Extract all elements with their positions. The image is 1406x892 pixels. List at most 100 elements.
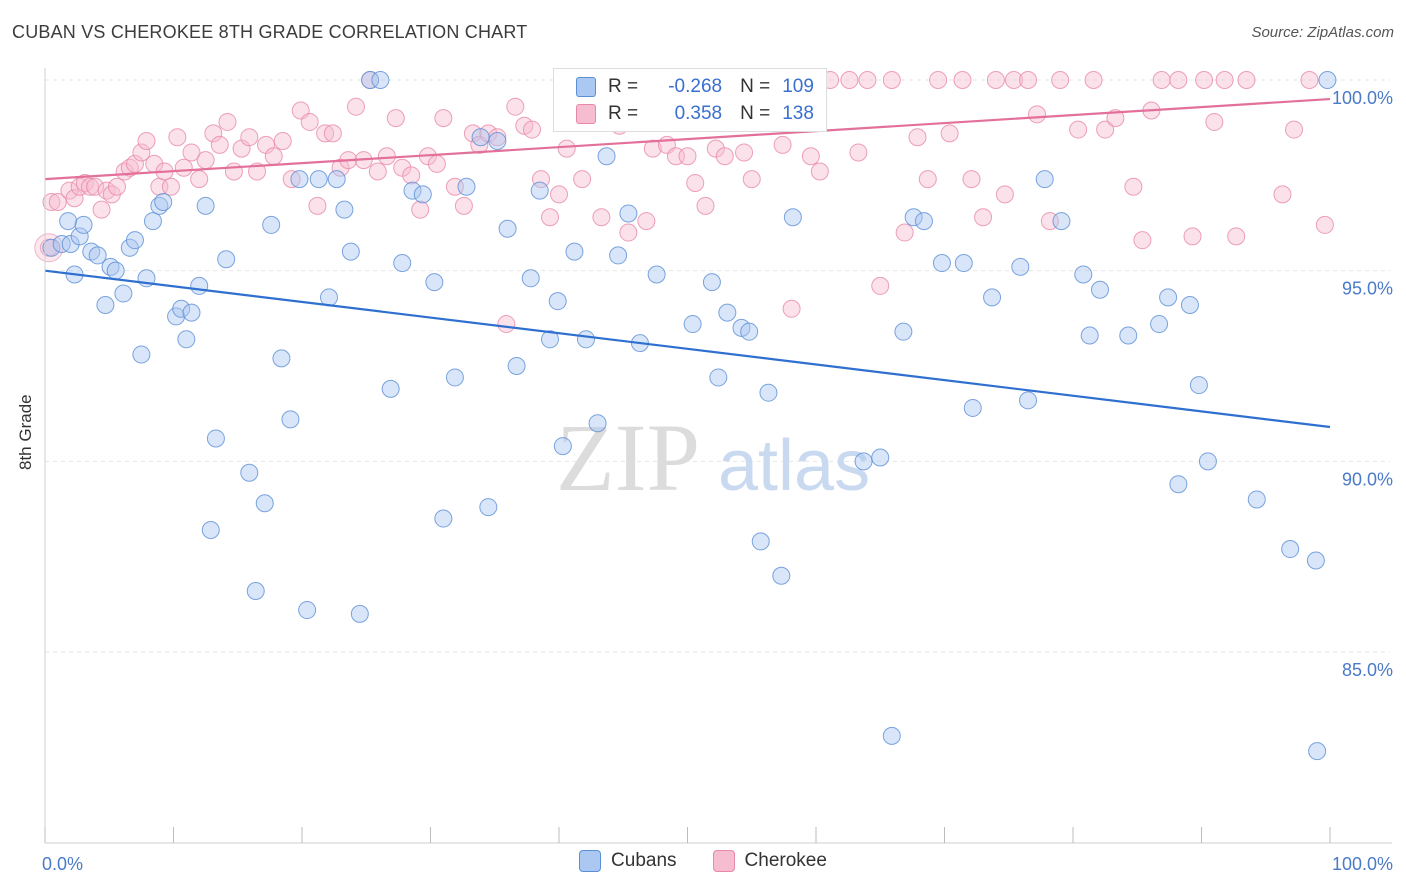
cherokee-point — [742, 170, 761, 189]
cherokee-point — [929, 71, 948, 89]
cubans-point — [240, 463, 259, 482]
cherokee-point — [619, 223, 638, 242]
cherokee-point — [706, 139, 725, 158]
cubans-point — [488, 132, 507, 151]
cherokee-point — [92, 200, 111, 219]
cubans-point — [1306, 551, 1325, 570]
cubans-point — [217, 250, 236, 269]
cherokee-point — [264, 147, 283, 166]
cubans-point — [1281, 540, 1300, 559]
cherokee-point — [1285, 120, 1304, 139]
cubans-point — [548, 292, 567, 311]
cubans-point — [1052, 212, 1071, 231]
cherokee-point — [686, 173, 705, 192]
cherokee-point — [782, 299, 801, 318]
cubans-point — [59, 212, 78, 231]
cherokee-point — [86, 177, 105, 196]
cubans-points — [42, 71, 1337, 761]
cubans-point — [255, 494, 274, 513]
cubans-point — [871, 448, 890, 467]
cherokee-point — [1227, 227, 1246, 246]
cherokee-point — [523, 120, 542, 139]
cubans-point — [983, 288, 1002, 307]
cubans-point — [106, 261, 125, 280]
y-tick-label: 95.0% — [1342, 279, 1393, 299]
cherokee-point — [871, 276, 890, 295]
cubans-point — [96, 295, 115, 314]
cubans-point — [335, 200, 354, 219]
cubans-point — [471, 128, 490, 147]
cubans-point — [647, 265, 666, 284]
cubans-point — [479, 498, 498, 517]
x-tick-label: 100.0% — [1332, 854, 1393, 874]
cherokee-point — [557, 139, 576, 158]
cubans-point — [1119, 326, 1138, 345]
cubans-point — [521, 269, 540, 288]
cubans-point — [576, 330, 595, 349]
cubans-point — [182, 303, 201, 322]
cherokee-point — [541, 208, 560, 227]
cubans-point — [932, 254, 951, 273]
cherokee-swatch — [712, 850, 735, 872]
cubans-point — [1189, 376, 1208, 395]
cherokee-point — [573, 170, 592, 189]
cubans-point — [125, 231, 144, 250]
cubans-point — [201, 520, 220, 539]
cubans-point — [530, 181, 549, 200]
cubans-point — [541, 330, 560, 349]
cherokee-point — [940, 124, 959, 143]
cubans-point — [190, 276, 209, 295]
cubans-point — [319, 288, 338, 307]
cherokee-point — [637, 212, 656, 231]
cherokee-point — [735, 143, 754, 162]
r-label: R = — [608, 103, 639, 124]
cubans-point — [683, 315, 702, 334]
n-label: N = — [740, 76, 771, 97]
cherokee-point — [1300, 71, 1319, 89]
cherokee-point — [323, 124, 342, 143]
cherokee-point — [204, 124, 223, 143]
cherokee-point — [182, 143, 201, 162]
tick-labels: 100.0% 95.0% 90.0% 85.0% 0.0% 100.0% — [42, 88, 1393, 874]
cherokee-point — [1028, 105, 1047, 124]
cherokee-point — [80, 177, 99, 196]
legend-row-cubans: R = -0.268 N = 109 — [576, 75, 814, 99]
cubans-point — [371, 71, 390, 89]
cherokee-point — [65, 189, 84, 208]
n-value-cherokee: 138 — [782, 103, 814, 124]
cubans-point — [507, 357, 526, 375]
cubans-point — [894, 322, 913, 341]
cherokee-point — [48, 193, 67, 212]
cubans-point — [262, 215, 281, 234]
cubans-point — [588, 414, 607, 433]
watermark-atlas: atlas — [718, 426, 870, 506]
cherokee-point — [506, 97, 525, 116]
cherokee-point — [316, 124, 335, 143]
legend-item-cubans[interactable]: Cubans — [579, 850, 677, 872]
cherokee-point — [1051, 71, 1070, 89]
legend-row-cherokee: R = 0.358 N = 138 — [576, 102, 814, 126]
cubans-point — [114, 284, 133, 303]
r-value-cherokee: 0.358 — [674, 103, 723, 124]
cherokee-point — [1152, 71, 1171, 89]
cherokee-point — [308, 196, 327, 215]
cherokee-point — [1084, 71, 1103, 89]
legend-item-cherokee[interactable]: Cherokee — [712, 850, 827, 872]
cubans-point — [772, 566, 791, 585]
cherokee-point — [346, 97, 365, 116]
cubans-point — [1150, 315, 1169, 334]
cubans-point — [1074, 265, 1093, 284]
cherokee-point — [218, 112, 237, 131]
cherokee-point — [411, 200, 430, 219]
cherokee-point — [132, 143, 151, 162]
y-tick-label: 85.0% — [1342, 660, 1393, 680]
cherokee-point — [849, 143, 868, 162]
cherokee-point — [125, 154, 144, 173]
cherokee-point — [715, 147, 734, 166]
cubans-point — [272, 349, 291, 368]
cubans-point — [154, 193, 173, 212]
cherokee-point — [368, 162, 387, 181]
cubans-point — [904, 208, 923, 227]
cubans-point — [1035, 170, 1054, 189]
